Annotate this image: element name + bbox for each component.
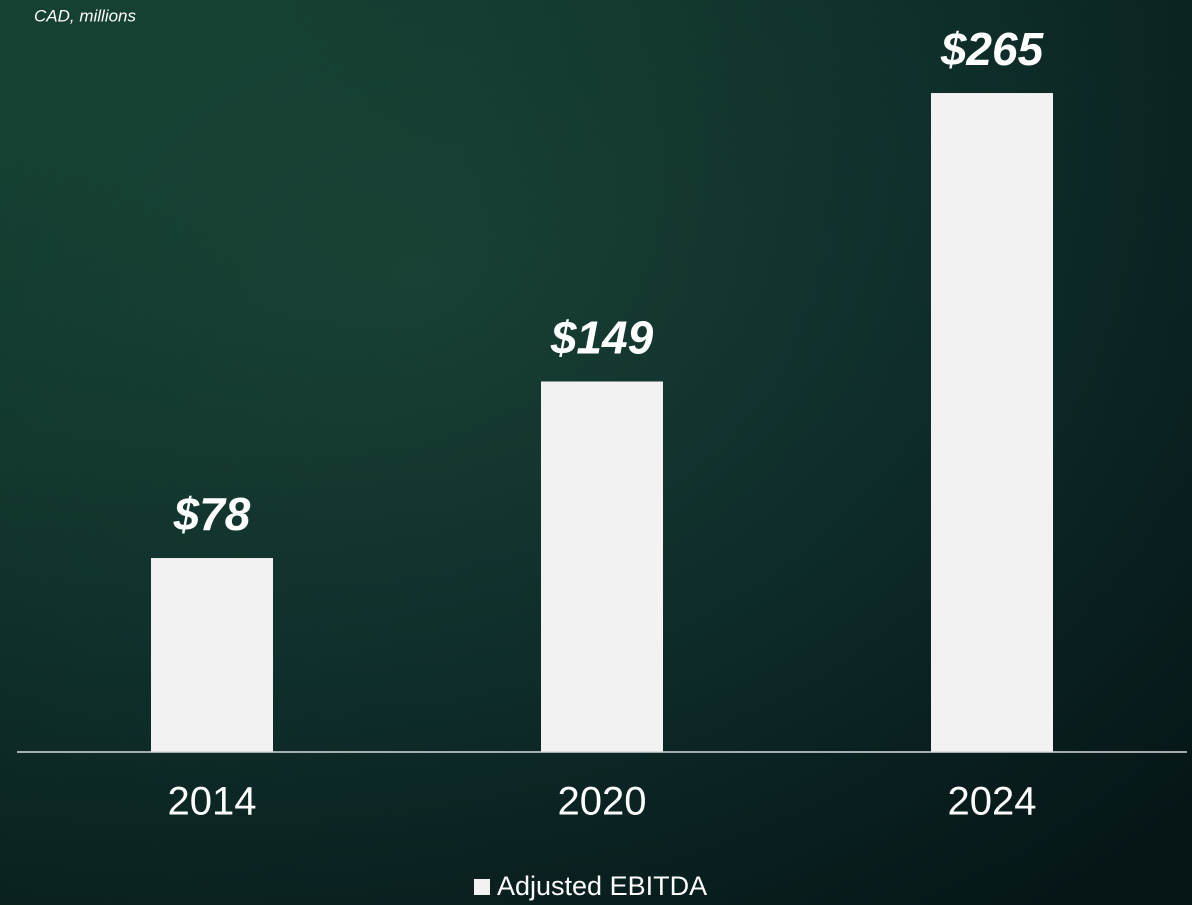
legend-swatch [474,879,490,895]
x-tick-label: 2020 [558,780,647,824]
bar [931,93,1053,753]
bar [151,558,273,752]
subtitle: CAD, millions [34,6,137,25]
bar [541,381,663,752]
data-label: $78 [173,488,251,540]
x-tick-label: 2024 [948,780,1037,824]
x-tick-label: 2014 [168,780,257,824]
data-label: $149 [550,312,654,364]
data-label: $265 [940,23,1045,75]
legend-label: Adjusted EBITDA [497,871,707,901]
